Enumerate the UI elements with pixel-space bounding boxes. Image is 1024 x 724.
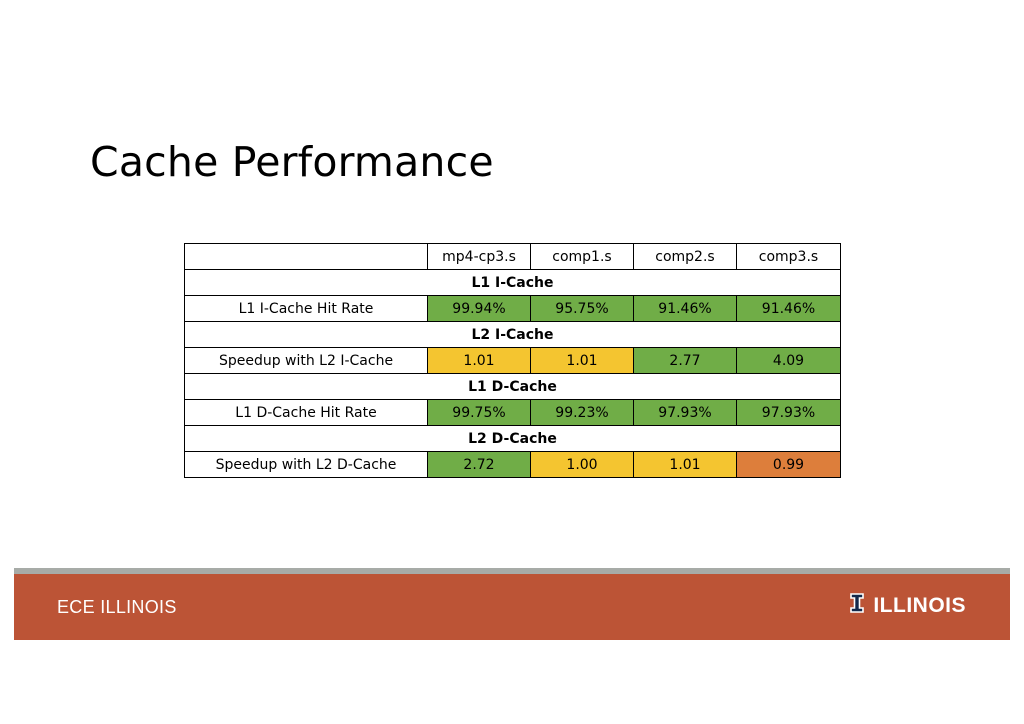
section-header: L1 D-Cache [184, 373, 841, 400]
value-cell: 91.46% [736, 295, 841, 322]
section-header-row: L1 I-Cache [184, 269, 841, 296]
value-cell: 1.00 [530, 451, 634, 478]
footer-department-label: ECE ILLINOIS [57, 597, 177, 617]
value-cell: 1.01 [427, 347, 531, 374]
value-cell: 95.75% [530, 295, 634, 322]
value-cell: 2.72 [427, 451, 531, 478]
value-cell: 99.75% [427, 399, 531, 426]
value-cell: 2.77 [633, 347, 737, 374]
column-header: mp4-cp3.s [427, 243, 531, 270]
value-cell: 0.99 [736, 451, 841, 478]
section-header-row: L1 D-Cache [184, 373, 841, 400]
table-row: L1 I-Cache Hit Rate 99.94% 95.75% 91.46%… [184, 295, 841, 322]
section-header: L1 I-Cache [184, 269, 841, 296]
block-i-icon [850, 593, 865, 619]
table-row: Speedup with L2 D-Cache 2.72 1.00 1.01 0… [184, 451, 841, 478]
column-header: comp1.s [530, 243, 634, 270]
column-header: comp2.s [633, 243, 737, 270]
section-header: L2 D-Cache [184, 425, 841, 452]
row-label: Speedup with L2 I-Cache [184, 347, 428, 374]
illinois-wordmark: ILLINOIS [873, 594, 966, 617]
section-header-row: L2 I-Cache [184, 321, 841, 348]
value-cell: 97.93% [633, 399, 737, 426]
footer-bar: ECE ILLINOIS ILLINOIS [14, 574, 1010, 640]
table-row: Speedup with L2 I-Cache 1.01 1.01 2.77 4… [184, 347, 841, 374]
value-cell: 1.01 [633, 451, 737, 478]
footer-divider [14, 568, 1010, 574]
value-cell: 1.01 [530, 347, 634, 374]
value-cell: 99.94% [427, 295, 531, 322]
column-header: comp3.s [736, 243, 841, 270]
column-header-blank [184, 243, 428, 270]
value-cell: 97.93% [736, 399, 841, 426]
slide-title: Cache Performance [90, 138, 494, 186]
cache-performance-table: mp4-cp3.s comp1.s comp2.s comp3.s L1 I-C… [184, 243, 841, 478]
row-label: L1 D-Cache Hit Rate [184, 399, 428, 426]
section-header: L2 I-Cache [184, 321, 841, 348]
row-label: Speedup with L2 D-Cache [184, 451, 428, 478]
value-cell: 91.46% [633, 295, 737, 322]
value-cell: 99.23% [530, 399, 634, 426]
row-label: L1 I-Cache Hit Rate [184, 295, 428, 322]
table-row: L1 D-Cache Hit Rate 99.75% 99.23% 97.93%… [184, 399, 841, 426]
value-cell: 4.09 [736, 347, 841, 374]
illinois-logo: ILLINOIS [850, 593, 966, 619]
table-header-row: mp4-cp3.s comp1.s comp2.s comp3.s [184, 243, 841, 270]
section-header-row: L2 D-Cache [184, 425, 841, 452]
